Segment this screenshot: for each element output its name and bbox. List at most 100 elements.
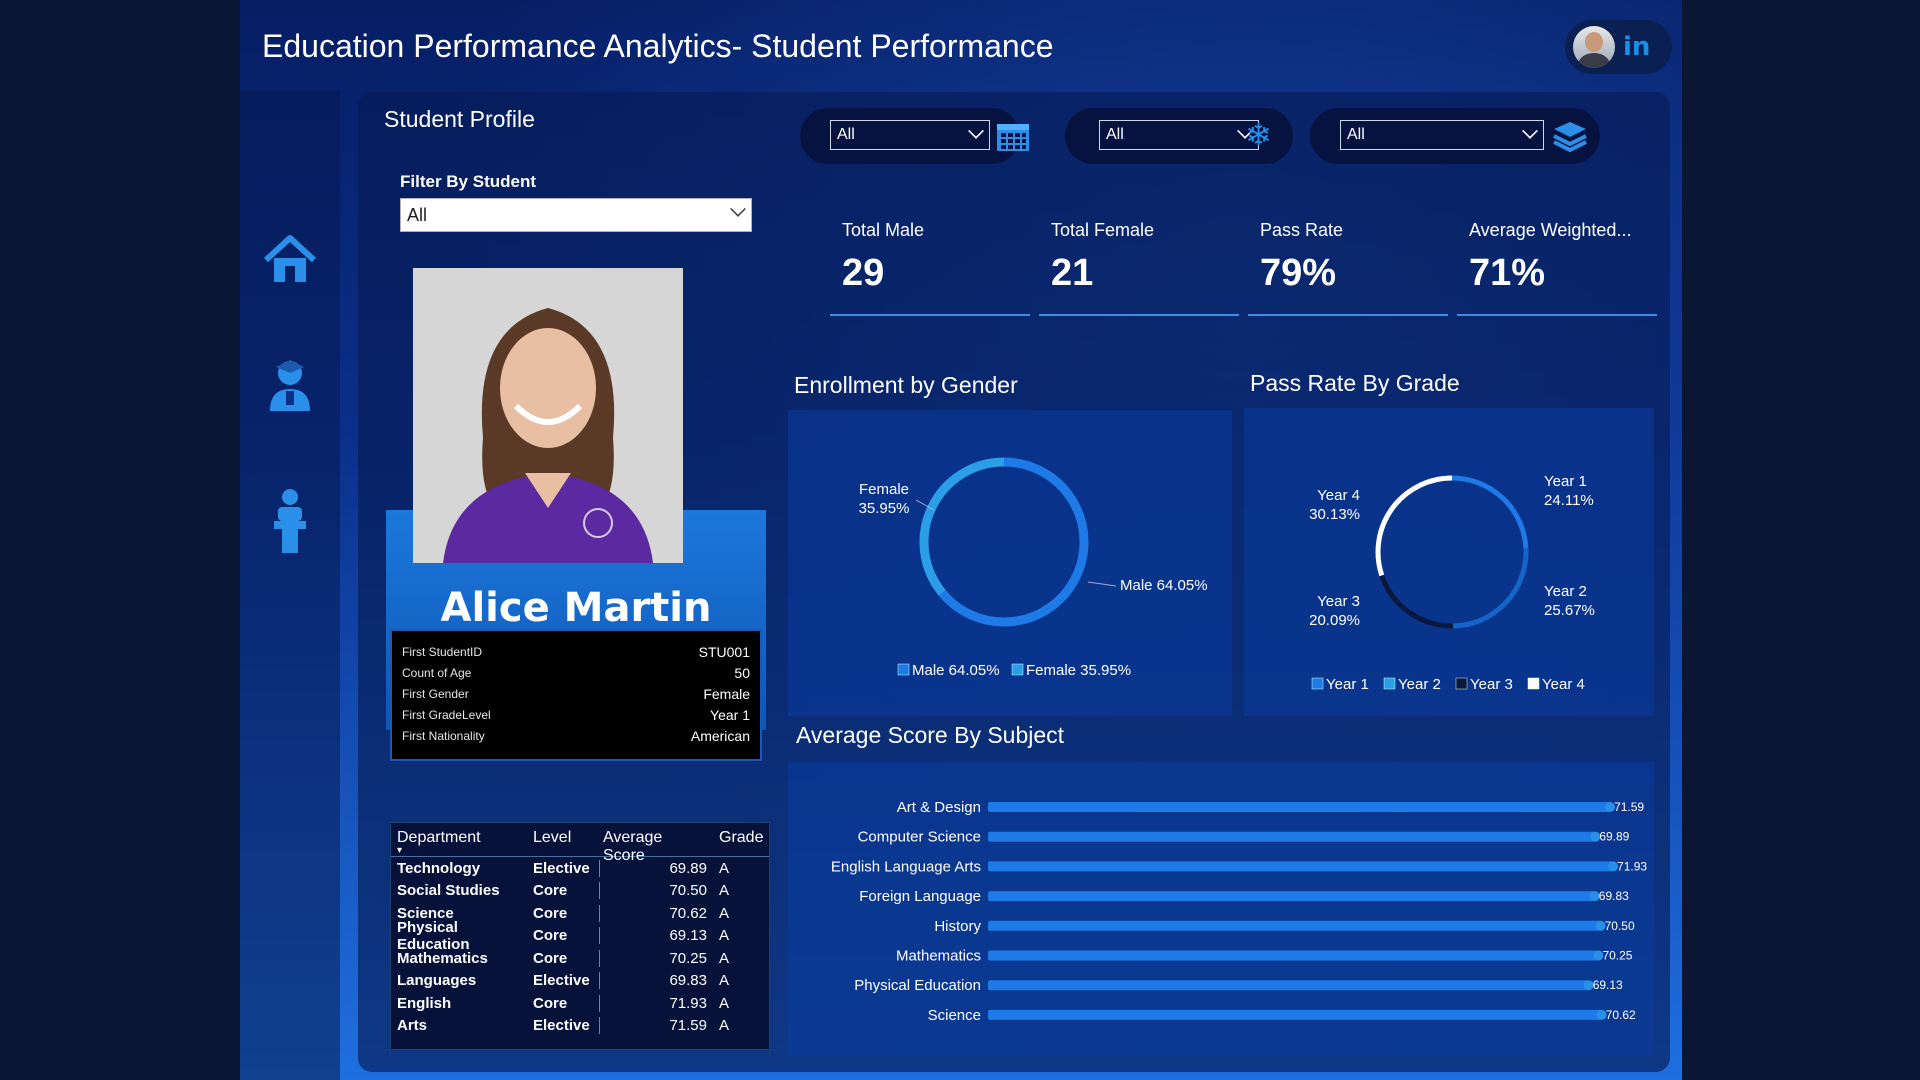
snowflake-icon: ❄ [1245, 116, 1272, 154]
legend-label[interactable]: Year 2 [1398, 676, 1441, 693]
avatar[interactable] [1573, 26, 1615, 68]
cell-grade: A [719, 904, 730, 922]
cell-score: 69.89 [599, 859, 717, 877]
table-row[interactable]: English Core 71.93 A [391, 992, 769, 1015]
home-icon[interactable] [260, 230, 320, 290]
profile-badge[interactable]: in [1565, 20, 1672, 74]
kpi-total-male: Total Male 29 [830, 184, 1030, 324]
bar-end-dot [1596, 1009, 1607, 1020]
legend-label[interactable]: Year 4 [1542, 676, 1585, 693]
kpi-label: Average Weighted... [1469, 220, 1632, 240]
data-label: 69.13 [1593, 978, 1623, 992]
cell-department: Arts [397, 1017, 428, 1035]
bar[interactable] [988, 950, 1599, 961]
cell-grade: A [719, 949, 730, 967]
category-slicer: All [1310, 108, 1600, 164]
cell-department: Languages [397, 972, 477, 990]
info-value: STU001 [698, 643, 750, 660]
bar[interactable] [988, 861, 1614, 872]
slice-pct: 30.13% [1309, 506, 1360, 523]
leader-line [1087, 581, 1117, 587]
slice-pct: 20.09% [1309, 612, 1360, 629]
avg-score-chart[interactable]: Art & Design 71.59 Computer Science 69.89 En… [788, 762, 1654, 1056]
table-row[interactable]: Technology Elective 69.89 A [391, 857, 769, 880]
dashboard-frame: Education Performance Analytics- Student… [240, 0, 1682, 1080]
avg-score-title: Average Score By Subject [796, 722, 1065, 748]
cell-grade: A [719, 994, 730, 1012]
cell-department: Social Studies [397, 882, 500, 900]
slice-year-1[interactable] [1451, 475, 1529, 549]
teacher-icon[interactable] [260, 485, 320, 553]
column-header-level[interactable]: Level [533, 829, 572, 846]
table-row[interactable]: Science Core 70.62 A [391, 902, 769, 925]
bar[interactable] [988, 891, 1595, 902]
bar[interactable] [988, 802, 1611, 812]
slice-year-4[interactable] [1375, 475, 1453, 577]
info-value: Year 1 [710, 706, 750, 723]
table-row[interactable]: Physical Education Core 69.13 A [391, 919, 769, 953]
slicer-value: All [837, 126, 855, 143]
kpi-value: 71% [1469, 252, 1546, 294]
kpi-label: Total Female [1051, 220, 1155, 240]
data-label: 70.62 [1606, 1008, 1636, 1022]
category-label: Physical Education [854, 977, 981, 994]
linkedin-icon[interactable]: in [1623, 32, 1651, 62]
cell-level: Core [533, 949, 568, 967]
student-name: Alice Martin [440, 585, 712, 631]
kpi-value: 79% [1260, 252, 1337, 294]
info-row: First GradeLevel Year 1 [402, 704, 750, 725]
category-label: Mathematics [896, 948, 981, 965]
info-key: First StudentID [402, 644, 483, 659]
slice-female[interactable] [919, 457, 1005, 596]
cell-score: 70.50 [599, 882, 717, 900]
slice-male[interactable] [938, 457, 1089, 627]
category-label: Science [928, 1007, 981, 1024]
bar[interactable] [988, 920, 1601, 931]
column-header-department[interactable]: Department ▾ [397, 829, 481, 856]
cell-score: 71.93 [599, 994, 717, 1012]
table-row[interactable]: Mathematics Core 70.25 A [391, 947, 769, 970]
chevron-down-icon [730, 201, 746, 217]
cell-score: 69.13 [599, 927, 717, 945]
category-slicer-dropdown[interactable]: All [1340, 120, 1544, 150]
slice-label: Year 4 [1317, 487, 1360, 504]
pass-rate-chart[interactable]: Year 1 24.11% Year 2 25.67% Year 3 20.09% Year… [1244, 408, 1654, 716]
season-slicer-dropdown[interactable]: All [1099, 120, 1259, 150]
student-icon[interactable] [260, 355, 320, 415]
kpi-label: Total Male [842, 220, 925, 240]
bar-end-dot [1589, 891, 1600, 902]
cell-grade: A [719, 859, 730, 877]
slice-year-2[interactable] [1452, 547, 1529, 629]
data-label: 71.93 [1617, 859, 1647, 873]
table-row[interactable]: Arts Elective 71.59 A [391, 1015, 769, 1038]
kpi-label: Pass Rate [1260, 220, 1344, 240]
leader-line [915, 499, 935, 511]
data-label: 70.50 [1605, 919, 1635, 933]
column-header-grade[interactable]: Grade [719, 829, 764, 846]
slice-year-3[interactable] [1379, 574, 1454, 629]
info-value: 50 [734, 664, 750, 681]
legend-label[interactable]: Year 1 [1326, 676, 1369, 693]
table-row[interactable]: Languages Elective 69.83 A [391, 970, 769, 993]
student-filter-dropdown[interactable]: All [400, 198, 752, 232]
bar[interactable] [988, 831, 1596, 842]
legend-label[interactable]: Female 35.95% [1026, 662, 1131, 679]
table-row[interactable]: Social Studies Core 70.50 A [391, 880, 769, 903]
legend-label[interactable]: Male 64.05% [912, 662, 1000, 679]
kpi-pass-rate: Pass Rate 79% [1248, 184, 1448, 324]
bar[interactable] [988, 980, 1589, 991]
slice-label: Year 1 [1544, 473, 1587, 490]
info-row: First Gender Female [402, 683, 750, 704]
legend-label[interactable]: Year 3 [1470, 676, 1513, 693]
department-table[interactable]: Department ▾ Level Average Score Grade Te… [390, 822, 770, 1050]
cell-score: 70.62 [599, 904, 717, 922]
bar-end-dot [1605, 802, 1616, 812]
column-header-average-score[interactable]: Average Score [603, 829, 663, 864]
kpi-underline [1039, 314, 1239, 316]
bar[interactable] [988, 1009, 1602, 1020]
year-slicer-dropdown[interactable]: All [830, 120, 990, 150]
slicer-value: All [1106, 126, 1124, 143]
layers-icon [1553, 122, 1587, 153]
enrollment-chart[interactable]: Female 35.95% Male 64.05% Male 64.05% Female… [788, 410, 1232, 716]
category-label: Computer Science [858, 829, 981, 846]
